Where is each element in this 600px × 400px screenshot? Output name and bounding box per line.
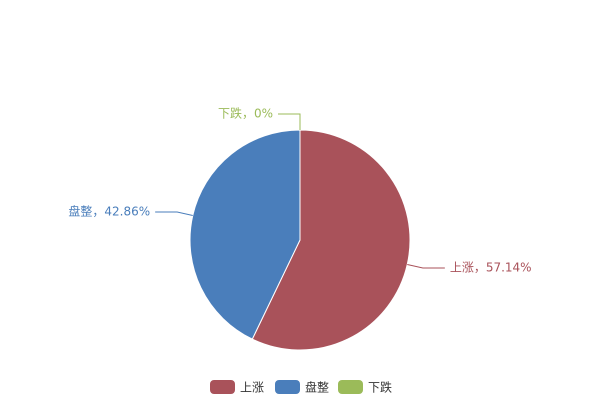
leader-line xyxy=(278,113,301,130)
data-label: 下跌，0% xyxy=(218,106,273,121)
legend-label: 下跌 xyxy=(368,380,392,395)
pie-slice xyxy=(189,129,301,340)
legend-label: 盘整 xyxy=(305,380,329,395)
legend-swatch xyxy=(275,380,300,394)
leader-line xyxy=(407,263,445,269)
legend-swatch xyxy=(210,380,235,394)
legend-label: 上涨 xyxy=(240,380,264,395)
legend-swatch xyxy=(338,380,363,394)
leader-line xyxy=(155,211,193,217)
data-label: 上涨，57.14% xyxy=(450,260,532,275)
data-label: 盘整，42.86% xyxy=(68,203,150,218)
